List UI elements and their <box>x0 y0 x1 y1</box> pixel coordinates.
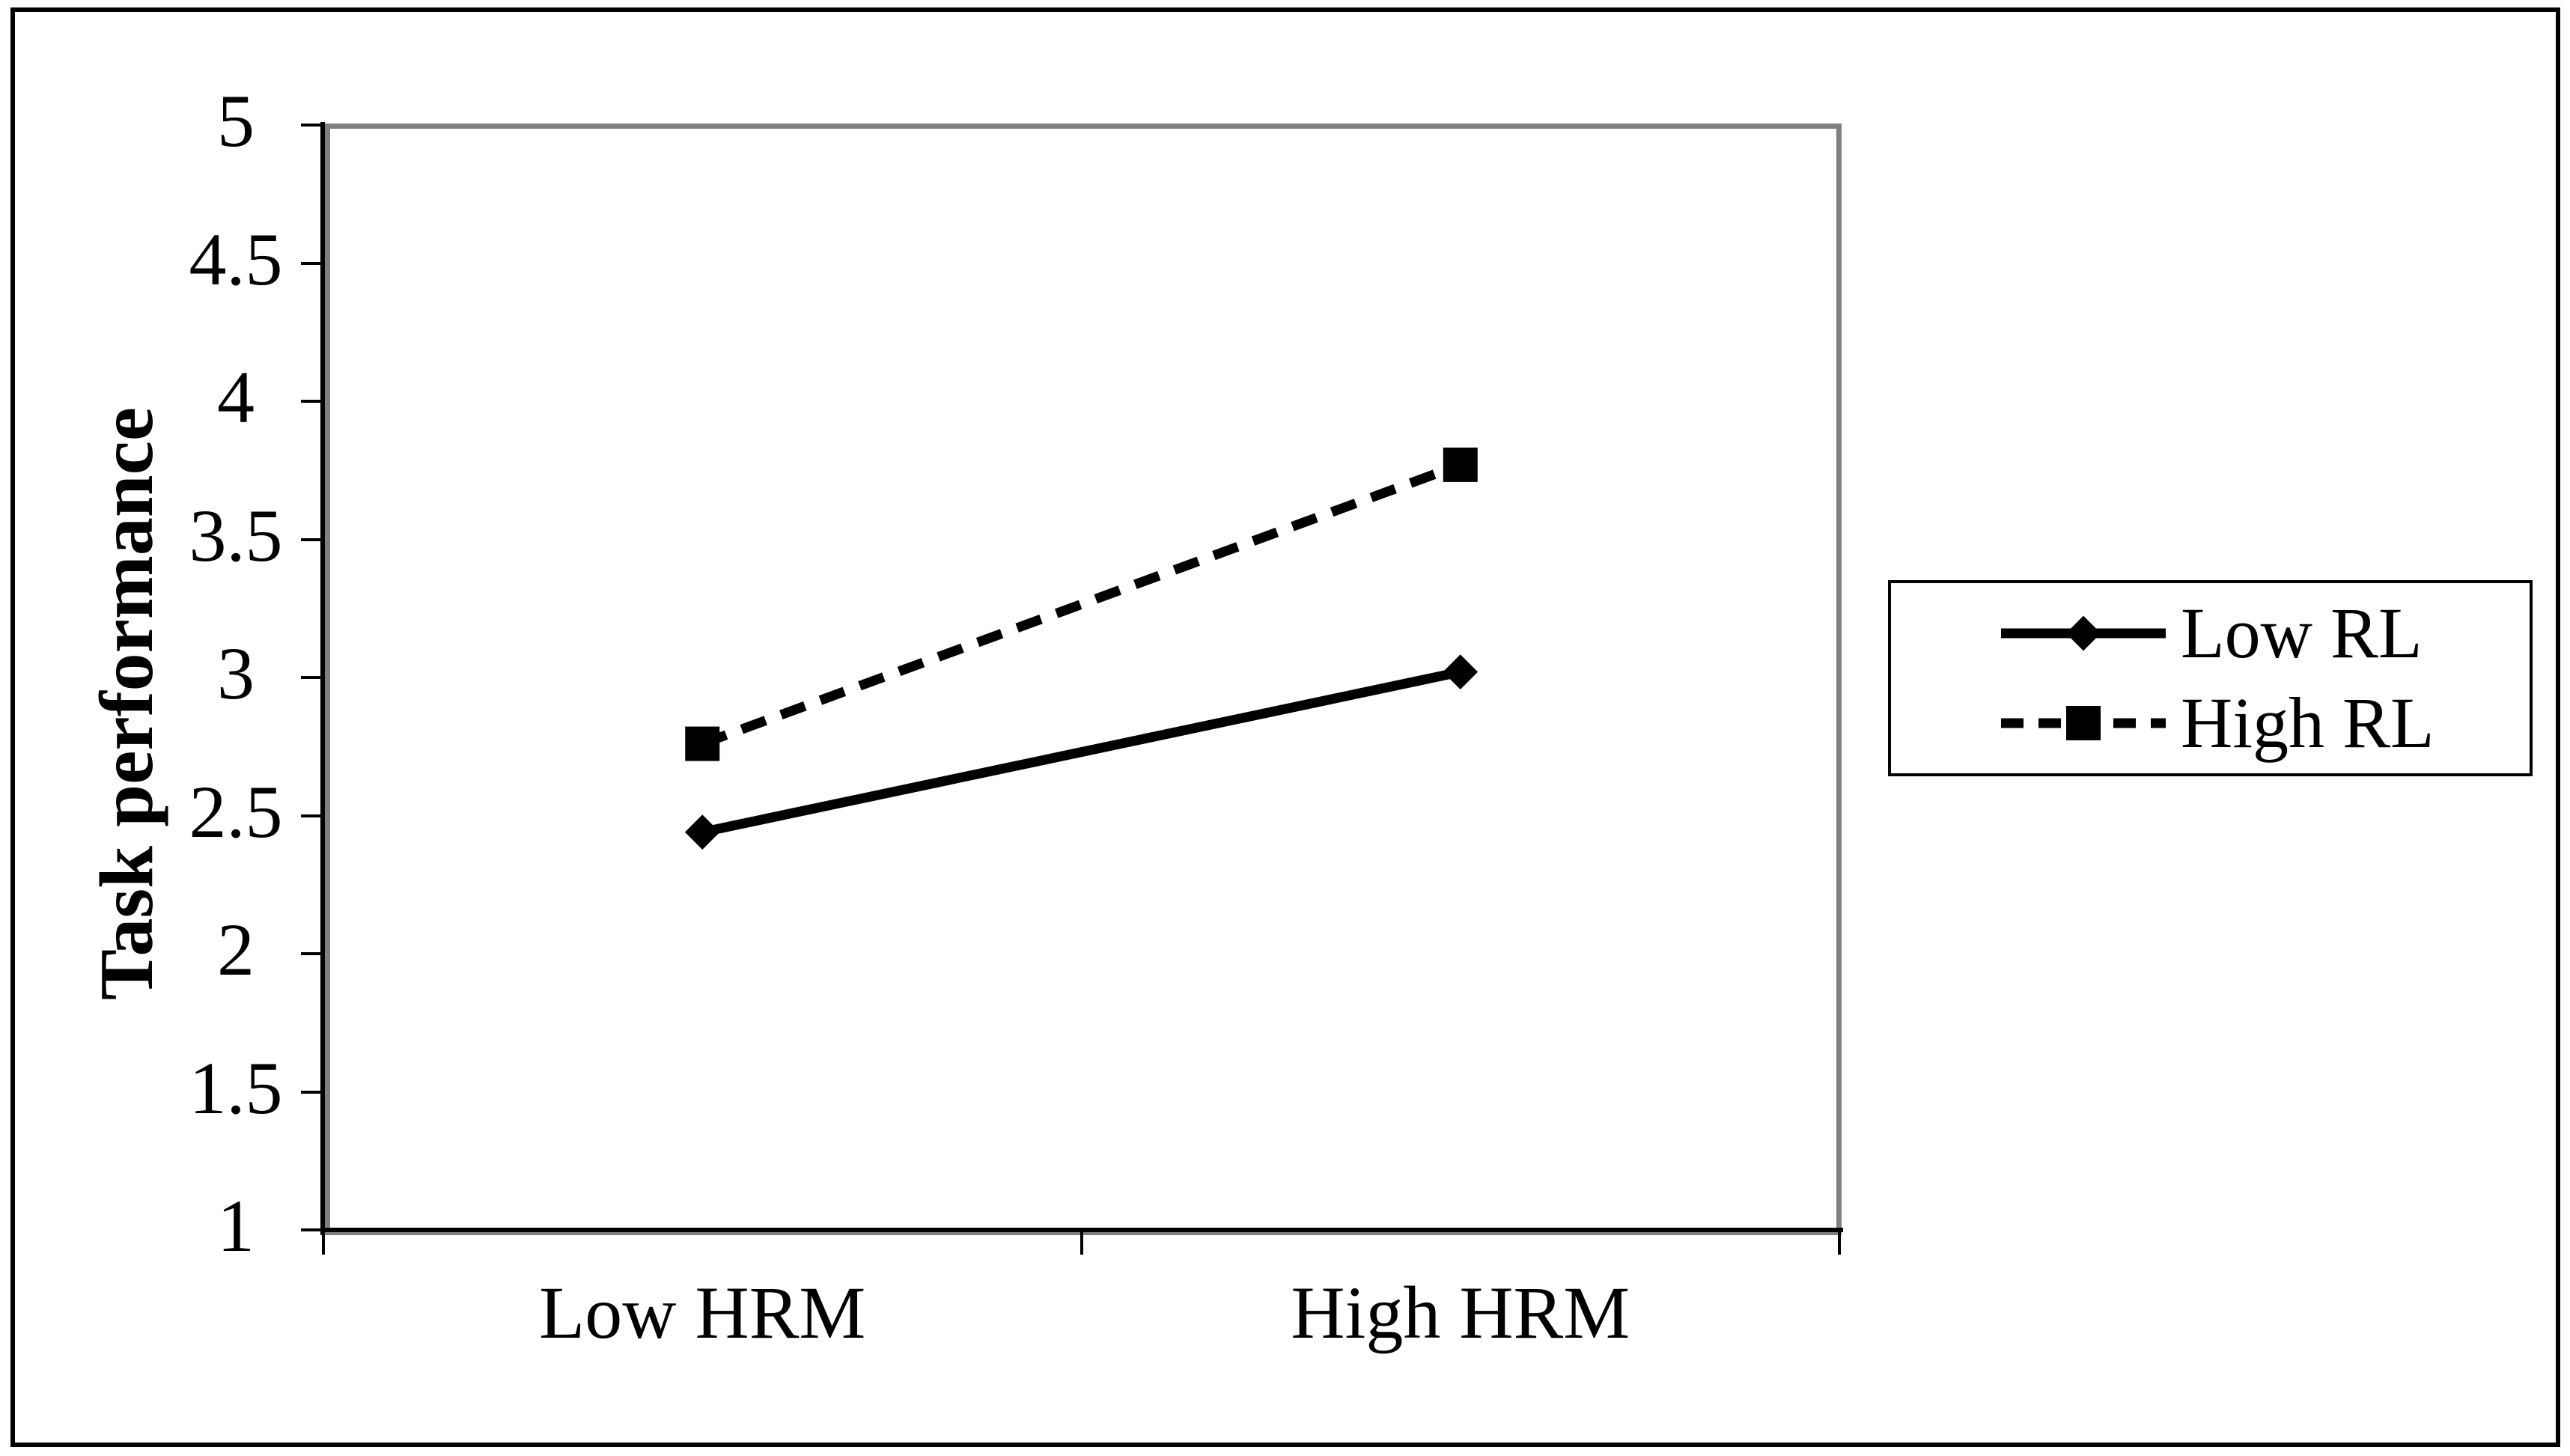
legend-item-high-rl: High RL <box>1891 678 2530 768</box>
y-tick-label: 2 <box>217 908 255 991</box>
y-tick-mark <box>301 400 323 403</box>
series-line-high-rl <box>701 460 1462 749</box>
x-tick-mark <box>322 1232 325 1255</box>
y-tick-mark <box>301 1228 323 1231</box>
y-tick-mark <box>301 261 323 265</box>
legend-label-low-rl: Low RL <box>2181 593 2423 673</box>
y-tick-mark <box>301 1090 323 1094</box>
y-tick-label: 3.5 <box>189 493 283 577</box>
x-tick-mark <box>1080 1232 1083 1255</box>
y-tick-label: 3 <box>217 632 255 715</box>
square-marker <box>2066 706 2101 740</box>
y-tick-label: 4 <box>217 356 255 439</box>
x-axis-line <box>320 1228 1843 1232</box>
y-tick-label: 5 <box>217 79 255 162</box>
x-tick-mark <box>1838 1232 1841 1255</box>
x-axis-label-high-hrm: High HRM <box>1291 1271 1630 1354</box>
y-tick-mark <box>301 537 323 541</box>
y-tick-mark <box>301 952 323 955</box>
diamond-marker <box>684 814 720 850</box>
square-marker <box>1443 447 1478 482</box>
x-axis-label-low-hrm: Low HRM <box>539 1271 866 1354</box>
square-marker <box>685 726 720 761</box>
y-tick-label: 4.5 <box>189 217 283 301</box>
figure-border <box>10 7 2560 1447</box>
y-tick-mark <box>301 676 323 679</box>
diamond-marker <box>1443 654 1479 689</box>
y-tick-label: 1.5 <box>189 1046 283 1130</box>
legend: Low RL High RL <box>1888 580 2533 776</box>
plot-area <box>325 124 1842 1235</box>
y-tick-label: 2.5 <box>189 770 283 853</box>
legend-sample-low-rl <box>2001 615 2166 651</box>
diamond-marker <box>2065 615 2101 651</box>
series-line-low-rl <box>701 667 1462 837</box>
y-tick-mark <box>301 124 323 127</box>
y-tick-mark <box>301 814 323 817</box>
legend-label-high-rl: High RL <box>2181 683 2435 763</box>
y-tick-label: 1 <box>217 1184 255 1267</box>
legend-sample-high-rl <box>2001 706 2166 740</box>
legend-item-low-rl: Low RL <box>1891 588 2530 678</box>
